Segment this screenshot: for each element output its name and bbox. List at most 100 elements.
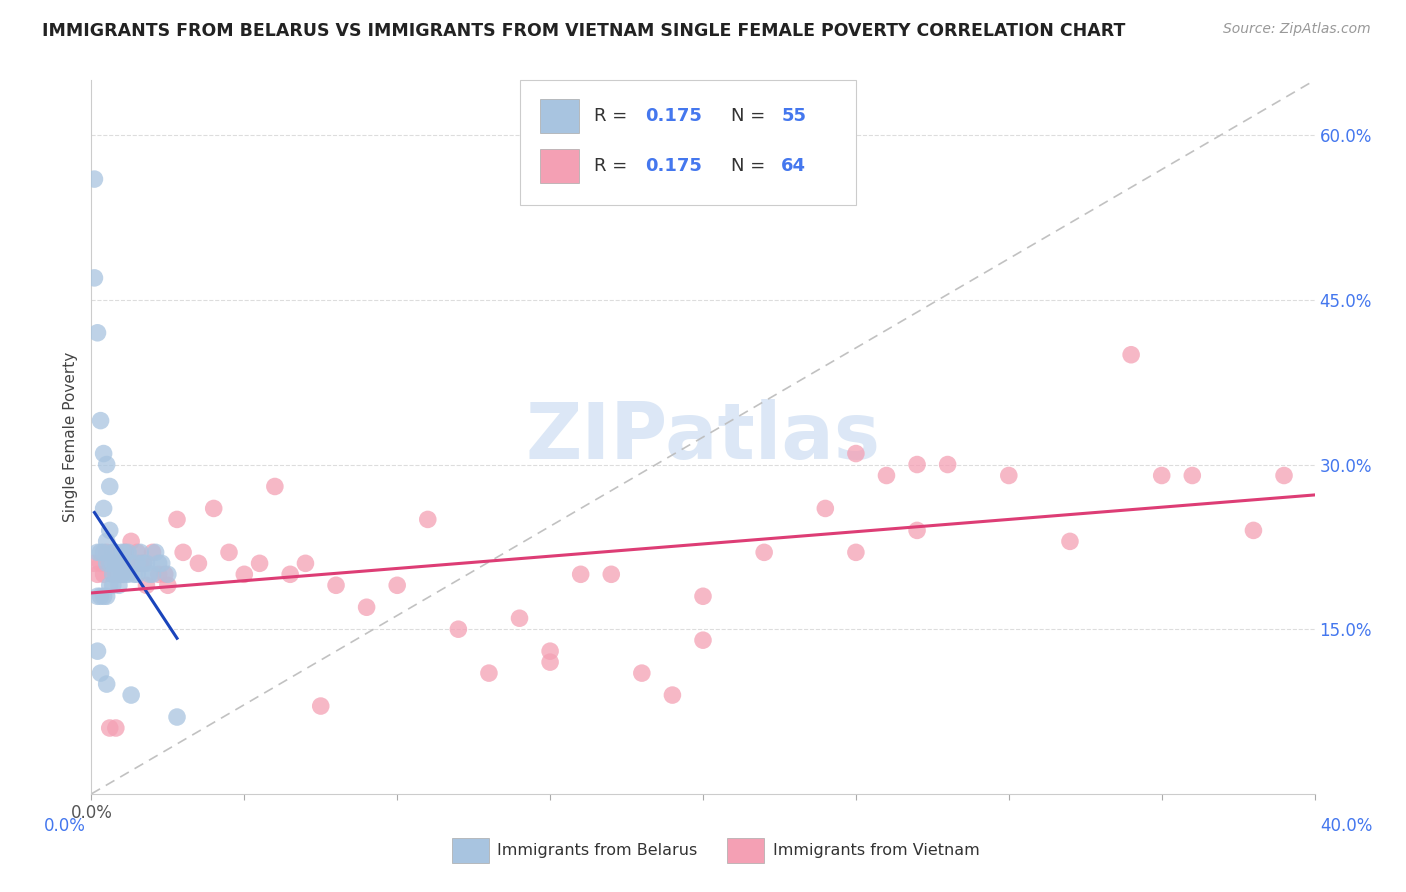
Point: [86, 644, 108, 658]
Point: [120, 688, 142, 702]
Point: [104, 721, 127, 735]
Point: [86, 589, 108, 603]
Point: [845, 446, 868, 460]
Text: N =: N =: [731, 157, 770, 175]
Point: [93, 501, 115, 516]
FancyBboxPatch shape: [727, 838, 765, 863]
Text: 0.175: 0.175: [645, 157, 703, 175]
Point: [172, 545, 194, 559]
Point: [509, 611, 531, 625]
Point: [127, 545, 149, 559]
Point: [93, 589, 115, 603]
Point: [416, 512, 439, 526]
Point: [104, 557, 127, 571]
Point: [101, 567, 124, 582]
Point: [83, 172, 105, 186]
Point: [86, 567, 108, 582]
FancyBboxPatch shape: [540, 99, 579, 133]
Point: [202, 501, 225, 516]
Point: [93, 545, 115, 559]
Text: 55: 55: [782, 107, 806, 125]
Point: [661, 688, 683, 702]
Point: [108, 567, 131, 582]
Point: [98, 557, 121, 571]
Point: [905, 458, 928, 472]
Text: 40.0%: 40.0%: [1320, 817, 1374, 835]
Point: [447, 622, 470, 636]
Point: [90, 545, 112, 559]
Point: [356, 600, 378, 615]
FancyBboxPatch shape: [540, 149, 579, 183]
Point: [114, 567, 136, 582]
Point: [1121, 348, 1143, 362]
Point: [135, 578, 157, 592]
Point: [538, 644, 561, 658]
Point: [141, 545, 163, 559]
Point: [905, 524, 928, 538]
Text: IMMIGRANTS FROM BELARUS VS IMMIGRANTS FROM VIETNAM SINGLE FEMALE POVERTY CORRELA: IMMIGRANTS FROM BELARUS VS IMMIGRANTS FR…: [42, 22, 1126, 40]
Point: [98, 557, 121, 571]
Text: 0.175: 0.175: [645, 107, 703, 125]
Point: [108, 557, 131, 571]
Point: [814, 501, 837, 516]
Point: [309, 699, 332, 714]
Point: [111, 557, 134, 571]
Point: [138, 567, 160, 582]
Point: [117, 557, 139, 571]
Point: [101, 557, 124, 571]
Point: [569, 567, 592, 582]
FancyBboxPatch shape: [520, 80, 856, 205]
Point: [96, 557, 118, 571]
Point: [117, 567, 139, 582]
Point: [98, 479, 121, 493]
Point: [93, 567, 115, 582]
Point: [108, 578, 131, 592]
Point: [998, 468, 1021, 483]
Point: [86, 545, 108, 559]
Y-axis label: Single Female Poverty: Single Female Poverty: [63, 352, 79, 522]
Point: [145, 545, 167, 559]
Point: [631, 666, 654, 681]
Point: [478, 666, 501, 681]
Point: [132, 557, 155, 571]
Point: [600, 567, 623, 582]
Point: [122, 567, 145, 582]
Point: [96, 589, 118, 603]
Point: [96, 677, 118, 691]
Point: [156, 567, 179, 582]
Point: [101, 567, 124, 582]
Point: [187, 557, 209, 571]
Point: [104, 557, 127, 571]
Point: [166, 710, 188, 724]
Point: [114, 545, 136, 559]
Point: [90, 666, 112, 681]
Point: [148, 567, 170, 582]
Point: [104, 545, 127, 559]
Point: [127, 557, 149, 571]
Point: [83, 557, 105, 571]
Point: [127, 567, 149, 582]
Point: [96, 545, 118, 559]
Point: [141, 567, 163, 582]
Point: [111, 545, 134, 559]
Text: 0.0%: 0.0%: [44, 817, 86, 835]
Point: [153, 567, 176, 582]
Point: [120, 534, 142, 549]
Point: [294, 557, 316, 571]
Point: [90, 557, 112, 571]
Point: [385, 578, 409, 592]
Point: [264, 479, 287, 493]
Text: 64: 64: [782, 157, 806, 175]
Point: [692, 589, 714, 603]
Point: [150, 557, 173, 571]
Point: [98, 524, 121, 538]
Point: [117, 545, 139, 559]
Point: [148, 557, 170, 571]
Text: Source: ZipAtlas.com: Source: ZipAtlas.com: [1223, 22, 1371, 37]
Text: Immigrants from Vietnam: Immigrants from Vietnam: [773, 844, 980, 858]
Text: ZIPatlas: ZIPatlas: [526, 399, 880, 475]
Point: [101, 545, 124, 559]
Point: [166, 512, 188, 526]
Point: [1059, 534, 1081, 549]
Point: [135, 557, 157, 571]
